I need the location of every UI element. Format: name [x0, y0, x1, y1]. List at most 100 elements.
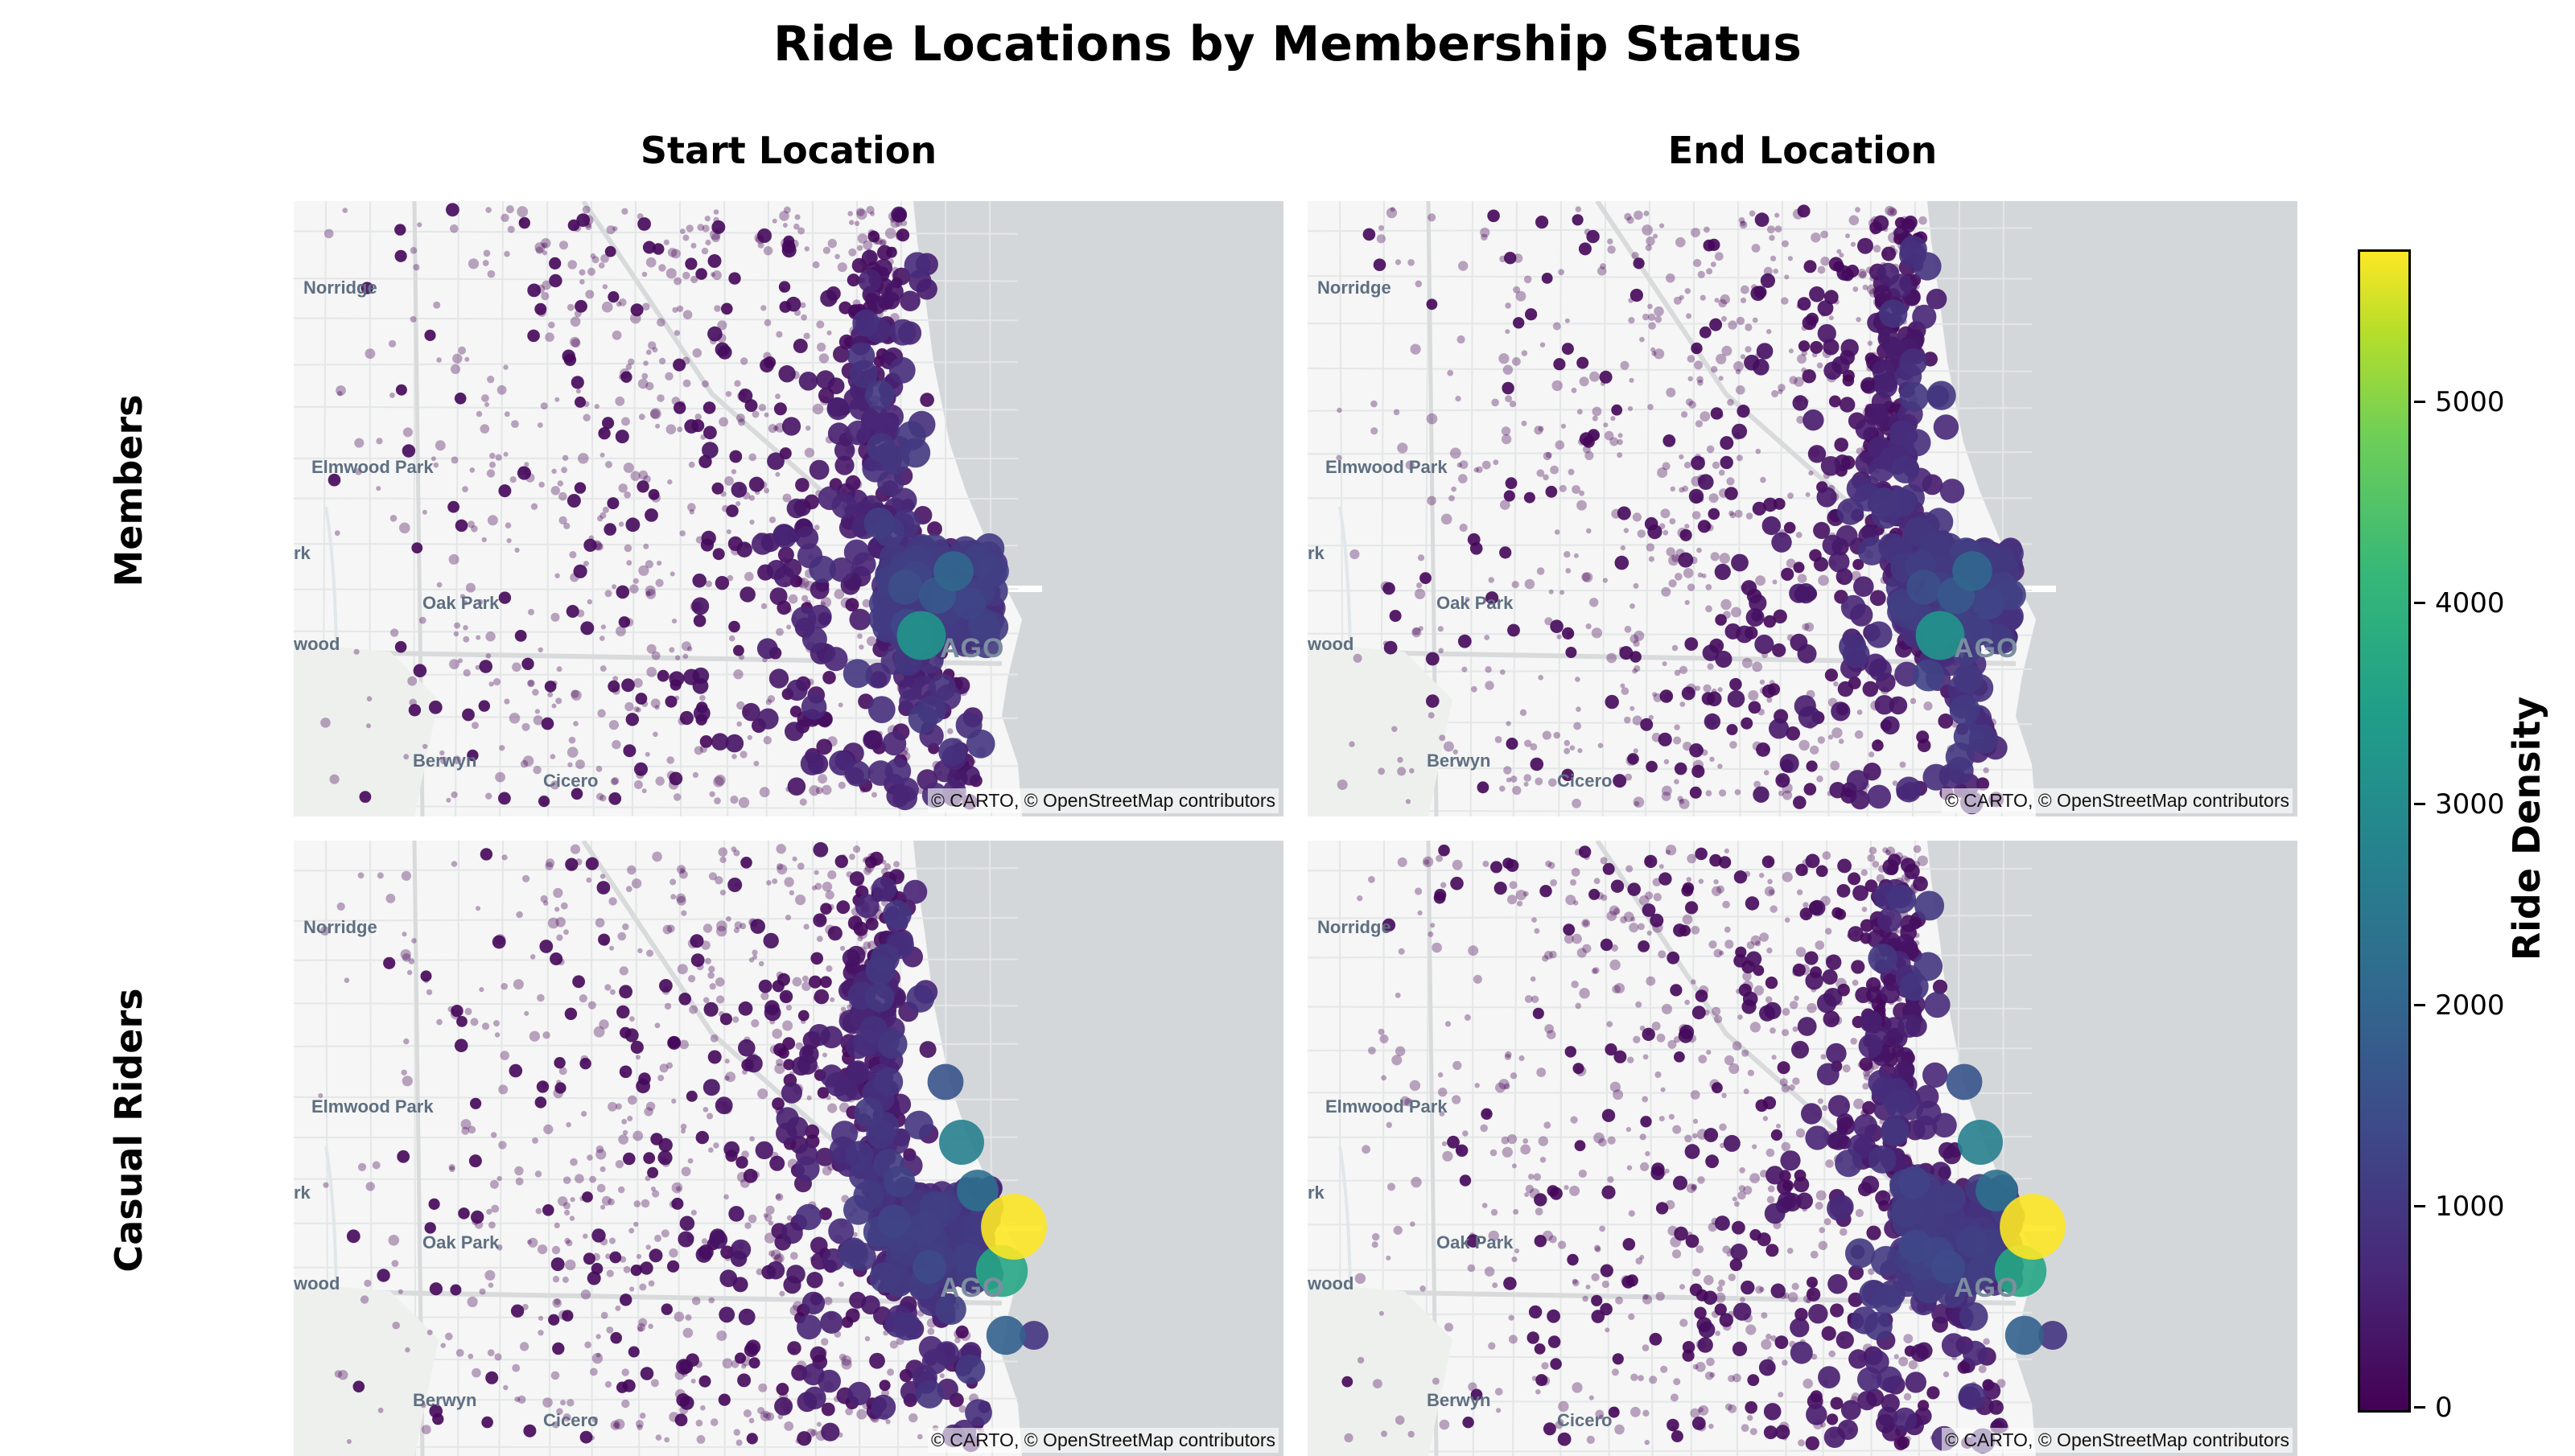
ride-point — [821, 1423, 839, 1442]
ride-point — [1555, 440, 1565, 450]
ride-point — [548, 1314, 559, 1326]
ride-point — [360, 791, 372, 803]
ride-point — [1629, 923, 1638, 932]
ride-point — [1491, 399, 1499, 407]
ride-point — [1754, 635, 1774, 654]
ride-point — [1756, 449, 1761, 454]
ride-point — [1807, 1003, 1816, 1013]
ride-point — [820, 1311, 843, 1334]
ride-point — [827, 870, 836, 879]
ride-point — [657, 670, 670, 682]
ride-point — [347, 1229, 360, 1243]
ride-point — [394, 224, 406, 235]
ride-point — [640, 1261, 653, 1274]
ride-point — [523, 1425, 536, 1437]
ride-point — [1439, 734, 1445, 741]
ride-point — [1460, 524, 1468, 532]
ride-point — [801, 315, 807, 321]
ride-point — [571, 317, 581, 327]
ride-point — [917, 1434, 923, 1440]
ride-point — [619, 298, 627, 306]
place-label: Cicero — [543, 771, 598, 792]
ride-point — [736, 413, 745, 422]
ride-point — [888, 570, 922, 604]
ride-point — [1634, 583, 1639, 589]
ride-point — [429, 1199, 440, 1210]
ride-point — [822, 1166, 832, 1176]
map-attribution[interactable]: © CARTO, © OpenStreetMap contributors — [1942, 788, 2293, 813]
ride-point — [479, 987, 484, 992]
ride-point — [571, 690, 582, 701]
ride-point — [621, 678, 635, 692]
ride-point — [758, 1384, 767, 1392]
ride-point — [1705, 605, 1712, 612]
ride-point — [1368, 1047, 1376, 1055]
ride-point — [1761, 1339, 1771, 1350]
ride-point — [1712, 1082, 1723, 1093]
ride-point — [641, 1199, 650, 1208]
ride-point — [624, 463, 634, 473]
ride-point — [476, 635, 480, 640]
ride-point — [1904, 1393, 1911, 1400]
ride-point — [563, 929, 569, 935]
ride-point — [1661, 508, 1671, 518]
ride-point — [1735, 510, 1743, 518]
ride-point — [708, 254, 722, 268]
ride-point — [764, 246, 772, 255]
ride-point — [1531, 917, 1537, 923]
ride-point — [510, 476, 517, 483]
ride-point — [538, 648, 543, 652]
ride-point — [671, 1198, 683, 1210]
ride-point — [1660, 689, 1674, 703]
ride-point — [402, 871, 411, 881]
ride-point — [643, 544, 649, 549]
ride-point — [1872, 739, 1884, 751]
ride-point — [658, 264, 665, 271]
map-attribution[interactable]: © CARTO, © OpenStreetMap contributors — [928, 1428, 1279, 1453]
ride-point — [715, 343, 730, 357]
ride-point — [542, 1397, 553, 1408]
ride-point — [727, 529, 731, 534]
ride-point — [1668, 555, 1679, 566]
ride-point — [764, 487, 769, 493]
ride-point — [1793, 1026, 1798, 1032]
ride-point — [521, 658, 534, 670]
ride-point — [1736, 385, 1745, 395]
ride-point — [1505, 1051, 1511, 1058]
ride-point — [646, 350, 652, 356]
ride-point — [538, 482, 545, 488]
ride-point — [1509, 1335, 1518, 1343]
ride-point — [1662, 786, 1672, 796]
ride-point — [656, 1434, 662, 1441]
ride-point — [822, 1053, 827, 1058]
ride-point — [938, 738, 966, 766]
ride-point — [429, 701, 443, 714]
ride-point — [782, 1021, 793, 1031]
ride-point — [1603, 863, 1615, 875]
ride-point — [494, 1353, 501, 1360]
ride-point — [1510, 775, 1518, 783]
ride-point — [1762, 516, 1781, 535]
ride-point — [736, 1440, 743, 1446]
map-attribution[interactable]: © CARTO, © OpenStreetMap contributors — [928, 788, 1279, 813]
ride-point — [1613, 774, 1626, 788]
ride-point — [1415, 281, 1423, 288]
ride-point — [709, 1231, 727, 1249]
ride-point — [693, 772, 698, 778]
ride-point — [1709, 854, 1722, 867]
ride-point — [610, 1332, 622, 1344]
ride-point — [1523, 774, 1531, 782]
ride-point — [735, 921, 743, 929]
ride-point — [1640, 1116, 1651, 1127]
ride-point — [704, 1002, 719, 1017]
ride-point — [766, 880, 772, 886]
ride-point — [1774, 269, 1778, 274]
ride-point — [670, 878, 676, 885]
ride-point — [1644, 211, 1650, 216]
ride-point — [1341, 1376, 1353, 1388]
ride-point — [712, 270, 722, 280]
